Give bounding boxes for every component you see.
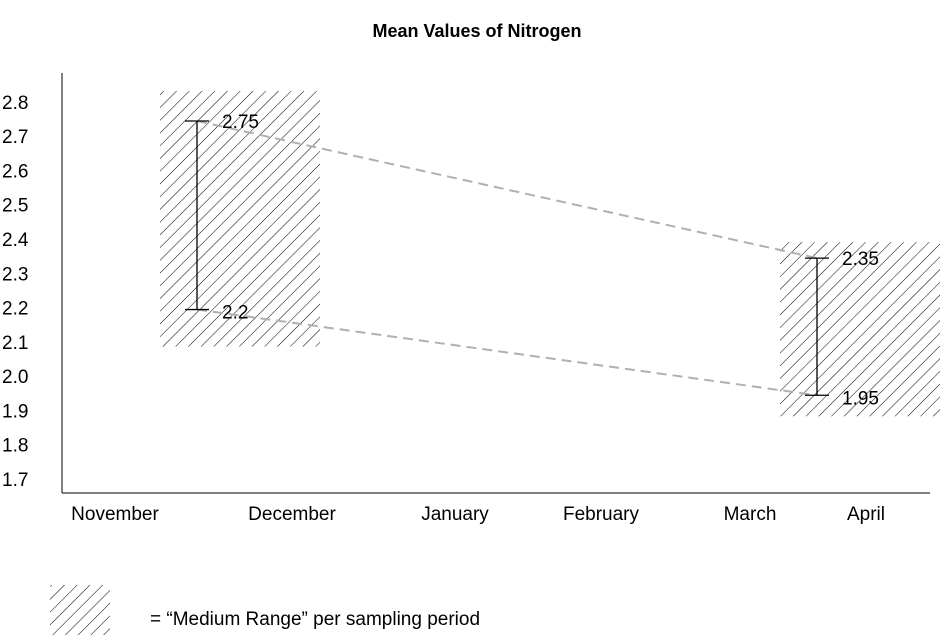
- y-tick-label: 1.7: [2, 470, 28, 491]
- data-label: 2.35: [842, 249, 879, 270]
- x-tick-label: March: [724, 504, 777, 525]
- x-tick-label: April: [847, 504, 885, 525]
- chart-title: Mean Values of Nitrogen: [372, 21, 581, 41]
- y-tick-label: 2.7: [2, 127, 28, 148]
- x-tick-label: December: [248, 504, 336, 525]
- y-tick-label: 2.2: [2, 299, 28, 320]
- y-tick-label: 1.8: [2, 436, 28, 457]
- y-tick-label: 2.6: [2, 161, 28, 182]
- legend-text: = “Medium Range” per sampling period: [150, 609, 480, 630]
- y-tick-label: 2.0: [2, 367, 28, 388]
- x-tick-label: November: [71, 504, 159, 525]
- y-tick-label: 2.4: [2, 230, 29, 251]
- trend-line: [196, 308, 818, 397]
- x-tick-label: January: [421, 504, 489, 525]
- y-tick-label: 2.5: [2, 196, 28, 217]
- y-tick-label: 2.1: [2, 333, 28, 354]
- range-box: [780, 242, 940, 417]
- data-label: 1.95: [842, 388, 879, 409]
- y-tick-label: 1.9: [2, 401, 28, 422]
- legend-swatch: [50, 585, 110, 635]
- range-box: [160, 91, 320, 347]
- data-label: 2.2: [222, 303, 248, 324]
- trend-line: [196, 120, 818, 260]
- y-tick-label: 2.3: [2, 264, 28, 285]
- data-label: 2.75: [222, 112, 259, 133]
- x-tick-label: February: [563, 504, 640, 525]
- y-tick-label: 2.8: [2, 93, 28, 114]
